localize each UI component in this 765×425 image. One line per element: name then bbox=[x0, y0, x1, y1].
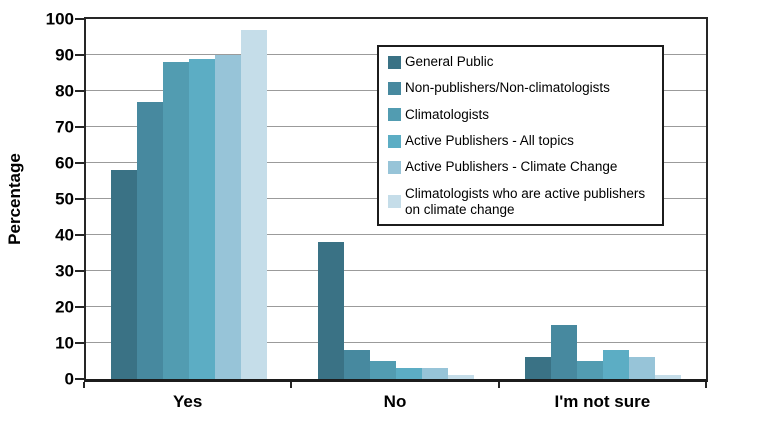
y-tick-label-70: 70 bbox=[55, 117, 74, 137]
y-tick-mark-90 bbox=[75, 54, 84, 56]
bar bbox=[576, 361, 603, 379]
category-group-yes bbox=[86, 19, 293, 379]
legend-swatch-icon bbox=[388, 195, 401, 209]
bar bbox=[550, 325, 577, 379]
gridline-20 bbox=[86, 306, 706, 307]
legend-item-4: Active Publishers - All topics bbox=[388, 133, 654, 149]
bar-groups bbox=[86, 19, 706, 379]
bar bbox=[524, 357, 551, 379]
gridline-10 bbox=[86, 342, 706, 343]
x-tick-mark-2 bbox=[497, 382, 500, 388]
x-tick-mark-0 bbox=[83, 382, 85, 388]
y-tick-mark-40 bbox=[75, 234, 84, 236]
legend-item-3: Climatologists bbox=[388, 107, 654, 123]
y-tick-mark-100 bbox=[75, 18, 84, 20]
legend-item-1: General Public bbox=[388, 54, 654, 70]
x-category-label-2: No bbox=[383, 392, 407, 411]
y-tick-mark-80 bbox=[75, 90, 84, 92]
y-tick-mark-30 bbox=[75, 270, 84, 272]
y-tick-mark-70 bbox=[75, 126, 84, 128]
x-category-label-3: I'm not sure bbox=[554, 392, 651, 411]
legend-item-label: Climatologists bbox=[405, 106, 490, 122]
legend-item-5: Active Publishers - Climate Change bbox=[388, 159, 654, 175]
legend-item-label: Active Publishers - All topics bbox=[405, 132, 574, 148]
bar bbox=[602, 350, 629, 379]
bar bbox=[111, 170, 138, 379]
bar bbox=[163, 62, 190, 379]
y-tick-mark-0 bbox=[75, 378, 84, 380]
plot-area: General Public Non-publishers/Non-climato… bbox=[84, 17, 708, 382]
y-tick-label-30: 30 bbox=[55, 261, 74, 281]
legend-item-6: Climatologists who are active publishers… bbox=[388, 186, 654, 218]
y-tick-mark-20 bbox=[75, 306, 84, 308]
gridline-30 bbox=[86, 270, 706, 271]
y-tick-label-100: 100 bbox=[45, 9, 74, 29]
legend: General Public Non-publishers/Non-climato… bbox=[377, 45, 664, 226]
y-tick-label-0: 0 bbox=[64, 369, 74, 389]
y-tick-label-40: 40 bbox=[55, 225, 74, 245]
bar bbox=[318, 242, 344, 379]
y-tick-label-50: 50 bbox=[55, 189, 74, 209]
y-tick-mark-60 bbox=[75, 162, 84, 164]
legend-item-2: Non-publishers/Non-climatologists bbox=[388, 80, 654, 96]
legend-swatch-icon bbox=[388, 134, 401, 148]
legend-item-label: Active Publishers - Climate Change bbox=[405, 159, 618, 175]
bar bbox=[654, 375, 681, 379]
legend-item-label: Non-publishers/Non-climatologists bbox=[405, 80, 610, 96]
y-tick-mark-50 bbox=[75, 198, 84, 200]
y-tick-label-80: 80 bbox=[55, 81, 74, 101]
y-tick-label-20: 20 bbox=[55, 297, 74, 317]
category-group-no bbox=[293, 19, 500, 379]
legend-swatch-icon bbox=[388, 108, 401, 122]
legend-item-label: Climatologists who are active publishers… bbox=[405, 185, 646, 217]
bar bbox=[189, 58, 216, 379]
bar bbox=[344, 350, 370, 379]
y-tick-label-60: 60 bbox=[55, 153, 74, 173]
y-tick-label-90: 90 bbox=[55, 45, 74, 65]
y-tick-label-10: 10 bbox=[55, 333, 74, 353]
x-category-label-1: Yes bbox=[173, 392, 203, 411]
bar bbox=[215, 55, 242, 379]
gridline-40 bbox=[86, 234, 706, 235]
y-tick-mark-10 bbox=[75, 342, 84, 344]
bar bbox=[448, 375, 474, 379]
legend-swatch-icon bbox=[388, 81, 401, 95]
bar bbox=[370, 361, 396, 379]
x-tick-mark-3 bbox=[705, 382, 707, 388]
legend-item-label: General Public bbox=[405, 54, 494, 69]
bar bbox=[137, 101, 164, 379]
x-tick-mark-1 bbox=[290, 382, 293, 388]
legend-swatch-icon bbox=[388, 160, 401, 174]
bar bbox=[422, 368, 448, 379]
legend-swatch-icon bbox=[388, 55, 401, 69]
bar bbox=[396, 368, 422, 379]
category-group-i-m-not-sure bbox=[499, 19, 706, 379]
bar bbox=[241, 29, 268, 379]
bar bbox=[628, 357, 655, 379]
